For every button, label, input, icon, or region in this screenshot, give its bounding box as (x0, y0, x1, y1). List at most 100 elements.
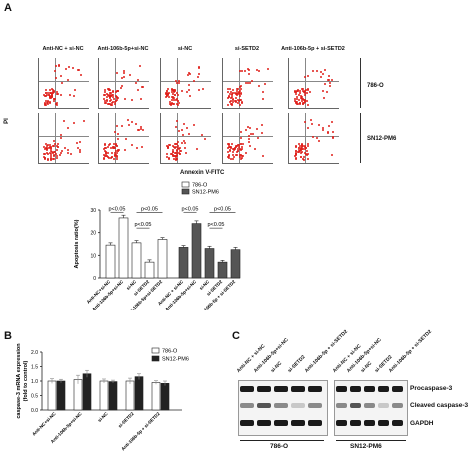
flow-event-dot (300, 94, 303, 97)
flow-event-dot (103, 94, 106, 97)
blot-band (308, 420, 322, 426)
flow-event-dot (121, 125, 124, 128)
flow-event-dot (262, 90, 265, 93)
flow-event-dot (104, 90, 107, 93)
flow-event-dot (173, 93, 176, 96)
blot-band (336, 420, 347, 426)
flow-event-dot (110, 147, 113, 150)
flow-event-dot (304, 90, 307, 93)
flow-event-dot (295, 152, 298, 155)
flow-event-dot (56, 92, 59, 95)
gate-vertical (305, 113, 306, 163)
flow-event-dot (47, 93, 50, 96)
gate-horizontal (289, 81, 339, 82)
flow-event-dot (230, 90, 233, 93)
row-label-786o: 786-O (367, 83, 384, 89)
flow-event-dot (296, 95, 299, 98)
flow-event-dot (107, 102, 110, 105)
flow-event-dot (104, 102, 107, 105)
flow-event-dot (165, 153, 168, 156)
flow-event-dot (177, 145, 180, 148)
flow-event-dot (176, 120, 179, 123)
flow-event-dot (44, 157, 47, 160)
flow-event-dot (308, 91, 311, 94)
flow-event-dot (239, 155, 242, 158)
flow-event-dot (307, 74, 310, 77)
flow-event-dot (232, 89, 235, 92)
flow-plot (98, 58, 149, 109)
flow-event-dot (171, 101, 174, 104)
flow-event-dot (250, 133, 253, 136)
bar (125, 380, 135, 411)
flow-event-dot (169, 101, 172, 104)
blot-band (257, 403, 271, 408)
flow-event-dot (142, 129, 145, 132)
flow-plot (160, 58, 211, 109)
flow-event-dot (297, 146, 300, 149)
flow-event-dot (178, 148, 181, 151)
flow-event-dot (228, 148, 231, 151)
flow-event-dot (53, 150, 56, 153)
legend-swatch (151, 347, 160, 354)
flow-event-dot (44, 147, 47, 150)
flow-event-dot (105, 151, 108, 154)
flow-event-dot (56, 143, 59, 146)
flow-event-dot (49, 101, 52, 104)
flow-event-dot (244, 69, 247, 72)
flow-event-dot (55, 101, 58, 104)
blot-band (274, 386, 288, 392)
flow-event-dot (103, 148, 106, 151)
band-label-gapdh: GAPDH (410, 420, 434, 427)
bar (151, 382, 161, 411)
flow-event-dot (106, 99, 109, 102)
flow-event-dot (104, 89, 107, 92)
flow-event-dot (45, 103, 48, 106)
flow-event-dot (227, 97, 230, 100)
flow-event-dot (295, 97, 298, 100)
lane-label: si-SETD2 (286, 354, 307, 374)
flow-event-dot (44, 91, 47, 94)
flow-event-dot (306, 143, 309, 146)
blot-band (350, 403, 361, 408)
flow-event-dot (239, 85, 242, 88)
flow-plot (288, 58, 339, 109)
gate-horizontal (161, 81, 211, 82)
flow-event-dot (327, 124, 330, 127)
gate-horizontal (39, 136, 89, 137)
blot-band (364, 403, 375, 408)
flow-event-dot (48, 151, 51, 154)
flow-event-dot (227, 156, 230, 159)
flow-event-dot (204, 137, 207, 140)
flow-event-dot (240, 156, 243, 159)
flow-event-dot (113, 100, 116, 103)
flow-event-dot (238, 153, 241, 156)
y-axis-label: caspase-3 mRNA expression (16, 343, 22, 419)
flow-event-dot (306, 103, 309, 106)
flow-event-dot (174, 146, 177, 149)
flow-event-dot (296, 102, 299, 105)
flow-event-dot (175, 145, 178, 148)
flow-event-dot (299, 96, 302, 99)
flow-event-dot (238, 146, 241, 149)
flow-event-dot (48, 147, 51, 150)
flow-event-dot (52, 154, 55, 157)
flow-event-dot (188, 95, 191, 98)
flow-event-dot (294, 99, 297, 102)
flow-event-dot (296, 88, 299, 91)
flow-event-dot (171, 96, 174, 99)
significance-label: p<0.05 (214, 206, 231, 212)
flow-event-dot (241, 143, 244, 146)
flow-event-dot (169, 143, 172, 146)
flow-event-dot (231, 93, 234, 96)
flow-event-dot (175, 125, 178, 128)
flow-event-dot (67, 78, 70, 81)
y-tick-label: 20 (90, 231, 96, 237)
flow-event-dot (323, 97, 326, 100)
flow-event-dot (175, 81, 178, 84)
flow-event-dot (227, 157, 230, 160)
flow-event-dot (244, 151, 247, 154)
flow-event-dot (239, 98, 242, 101)
flow-event-dot (106, 155, 109, 158)
flow-event-dot (46, 143, 49, 146)
y-axis-label: Apoptosis ratio(%) (74, 219, 80, 268)
